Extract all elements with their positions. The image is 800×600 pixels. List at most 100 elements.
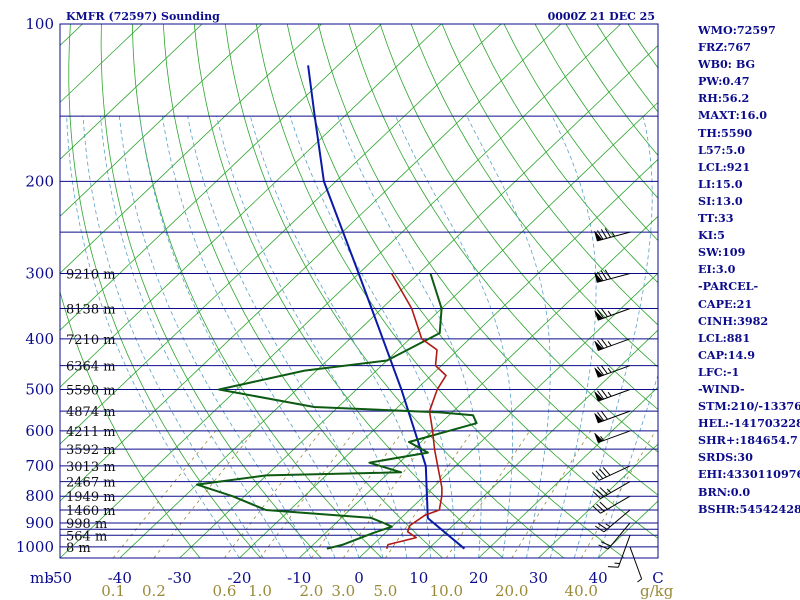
- mixing-ratio-tick-label: 10.0: [430, 582, 463, 600]
- mixing-ratio-tick-label: 0.2: [142, 582, 166, 600]
- moist-adiabat: [466, 115, 551, 558]
- index-line: PW:0.47: [698, 74, 750, 89]
- temperature-tick-label: 20: [469, 569, 488, 587]
- mixing-ratio-line: [224, 430, 322, 558]
- isotherm: [358, 272, 658, 558]
- wind-barb: [607, 535, 631, 568]
- isotherm: [179, 101, 658, 558]
- height-label: 8 m: [66, 541, 91, 556]
- temperature-trace: [385, 273, 447, 549]
- temperature-tick-label: -30: [168, 569, 192, 587]
- mixing-ratio-line: [385, 430, 473, 558]
- index-line: TT:33: [698, 211, 734, 226]
- index-line: HEL:-1417032289: [698, 416, 800, 431]
- index-line: TH:5590: [698, 125, 753, 140]
- mixing-ratio-tick-label: 5.0: [373, 582, 397, 600]
- wind-barb: [594, 509, 631, 533]
- wind-barb: [598, 522, 631, 550]
- isotherm: [60, 24, 621, 558]
- pressure-tick-label: 700: [25, 457, 54, 475]
- isotherm: [418, 329, 658, 558]
- index-line: EHI:4330110976.0: [698, 467, 800, 482]
- isotherm: [60, 24, 382, 331]
- moist-adiabat: [550, 115, 597, 558]
- height-label: 1460 m: [66, 504, 116, 519]
- temperature-tick-label: 40: [589, 569, 608, 587]
- mixing-ratio-line: [580, 430, 656, 558]
- mixing-ratio-tick-label: 1.0: [248, 582, 272, 600]
- wind-barb: [594, 308, 631, 321]
- mixing-ratio-tick-label: 0.1: [101, 582, 125, 600]
- isotherm: [60, 24, 502, 445]
- wind-barb: [594, 338, 631, 351]
- pressure-tick-label: 100: [25, 15, 54, 33]
- parcel-trace: [307, 65, 466, 550]
- wind-barbs: [591, 228, 643, 583]
- pressure-tick-label: 1000: [16, 538, 54, 556]
- index-line: KI:5: [698, 228, 725, 243]
- chart-title: KMFR (72597) Sounding: [66, 10, 220, 23]
- isotherm: [60, 24, 322, 274]
- isotherm: [60, 24, 203, 160]
- mixing-ratio-line: [259, 430, 355, 558]
- dry-adiabat: [379, 24, 658, 411]
- moist-adiabat: [100, 116, 288, 558]
- wind-barb: [594, 410, 631, 424]
- temperature-tick-label: 10: [409, 569, 428, 587]
- index-line: EI:3.0: [698, 262, 736, 277]
- indices-panel: WMO:72597 FRZ:767 WB0: BG PW:0.47 RH:56.2 MAX…: [698, 22, 800, 518]
- temperature-tick-label: 30: [529, 569, 548, 587]
- dry-adiabat: [224, 24, 565, 558]
- index-line: SHR+:184654.7: [698, 433, 798, 448]
- isotherm: [60, 24, 562, 502]
- profiles: [195, 65, 478, 550]
- height-label: 6364 m: [66, 360, 116, 375]
- index-line: FRZ:767: [698, 40, 751, 55]
- pressure-tick-label: 200: [25, 172, 54, 190]
- mixing-ratio-tick-label: 2.0: [300, 582, 324, 600]
- index-line: CINH:3982: [698, 313, 769, 328]
- index-line: -PARCEL-: [698, 279, 759, 294]
- height-label: 8138 m: [66, 303, 116, 318]
- height-label: 4211 m: [66, 425, 116, 440]
- height-label: 3592 m: [66, 443, 116, 458]
- background-lines: [60, 24, 658, 558]
- mixing-ratio-line: [445, 430, 531, 558]
- dewpoint-trace: [195, 273, 478, 550]
- isotherm: [538, 443, 658, 558]
- dry-adiabat: [131, 24, 383, 558]
- mixing-ratio-tick-label: 40.0: [565, 582, 598, 600]
- temperature-unit-label: C: [652, 569, 663, 587]
- moist-adiabat: [139, 116, 336, 558]
- isotherm: [478, 386, 658, 558]
- dry-adiabat: [286, 24, 658, 539]
- chart-date: 0000Z 21 DEC 25: [548, 10, 655, 23]
- height-label: 2467 m: [66, 476, 116, 491]
- index-line: SW:109: [698, 245, 746, 260]
- mixing-ratio-tick-label: 3.0: [331, 582, 355, 600]
- pressure-tick-label: 500: [25, 381, 54, 399]
- dry-adiabat: [60, 290, 201, 558]
- wind-barb: [592, 481, 631, 500]
- moist-adiabat: [337, 115, 482, 558]
- height-label: 3013 m: [66, 460, 116, 475]
- wind-barb: [594, 430, 631, 444]
- index-line: RH:56.2: [698, 91, 750, 106]
- height-label: 4874 m: [66, 405, 116, 420]
- index-line: LFC:-1: [698, 364, 740, 379]
- height-label: 9210 m: [66, 267, 116, 282]
- index-line: SRDS:30: [698, 450, 753, 465]
- dry-adiabat: [193, 24, 504, 558]
- dry-adiabat: [162, 24, 443, 558]
- dry-adiabat: [100, 24, 322, 558]
- moist-adiabat: [161, 116, 360, 558]
- height-label: 1949 m: [66, 490, 116, 505]
- temperature-tick-label: -50: [48, 569, 72, 587]
- wind-barb: [592, 495, 631, 514]
- index-line: L57:5.0: [698, 142, 746, 157]
- dry-adiabat: [68, 24, 261, 558]
- wind-barb: [594, 228, 631, 242]
- index-line: CAPE:21: [698, 296, 753, 311]
- height-label: 5590 m: [66, 384, 116, 399]
